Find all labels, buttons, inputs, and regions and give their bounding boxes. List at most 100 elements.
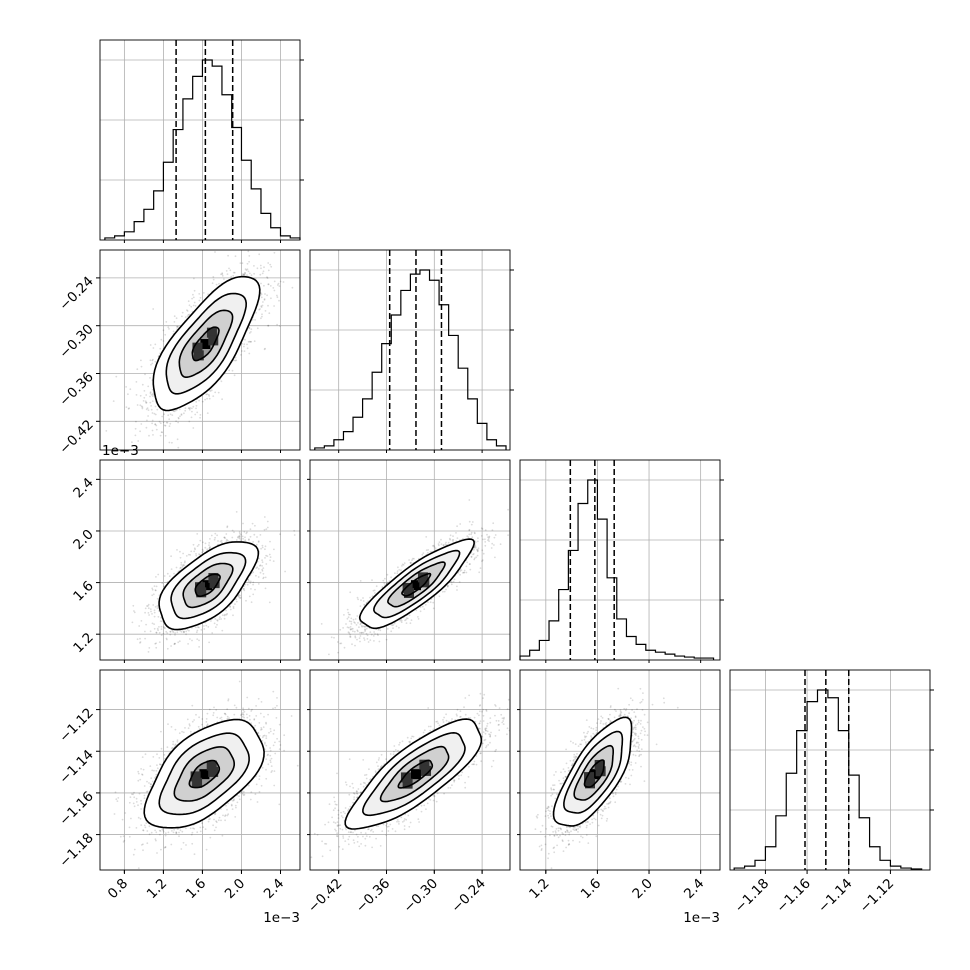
sample-point bbox=[261, 544, 264, 547]
sample-point bbox=[145, 401, 148, 404]
panel-frame bbox=[99, 249, 301, 451]
sample-point bbox=[195, 626, 197, 629]
sample-point bbox=[219, 540, 222, 543]
sample-point bbox=[198, 399, 201, 402]
density-core bbox=[193, 350, 204, 361]
sample-point bbox=[225, 270, 228, 272]
sample-point bbox=[171, 441, 173, 444]
sample-point bbox=[165, 637, 168, 640]
sample-point bbox=[198, 293, 201, 295]
sample-point bbox=[269, 556, 272, 558]
sample-point bbox=[163, 424, 166, 427]
sample-point bbox=[155, 585, 158, 588]
sample-point bbox=[262, 577, 264, 580]
sample-point bbox=[125, 406, 128, 408]
sample-point bbox=[139, 637, 141, 640]
sample-point bbox=[182, 630, 185, 633]
sample-point bbox=[174, 634, 176, 636]
sample-point bbox=[156, 605, 159, 607]
sample-point bbox=[153, 412, 156, 415]
sample-point bbox=[136, 368, 139, 371]
sample-point bbox=[151, 587, 154, 590]
sample-point bbox=[232, 271, 235, 274]
sample-point bbox=[188, 313, 191, 316]
sample-point bbox=[151, 422, 154, 425]
sample-point bbox=[198, 299, 201, 302]
sample-point bbox=[138, 625, 141, 627]
sample-point bbox=[239, 532, 241, 535]
sample-point bbox=[201, 551, 203, 554]
histogram-step bbox=[733, 689, 923, 870]
sample-point bbox=[159, 422, 162, 425]
sample-point bbox=[246, 583, 249, 586]
sample-point bbox=[250, 601, 253, 604]
sample-point bbox=[154, 360, 157, 363]
sample-point bbox=[262, 572, 265, 575]
sample-point bbox=[145, 426, 148, 429]
sample-point bbox=[140, 620, 143, 622]
sample-point bbox=[264, 293, 266, 295]
sample-point bbox=[149, 344, 152, 346]
sample-point bbox=[279, 533, 281, 536]
sample-point bbox=[247, 340, 250, 343]
sample-point bbox=[183, 412, 185, 415]
sample-point bbox=[159, 434, 162, 437]
sample-point bbox=[154, 423, 157, 426]
sample-point bbox=[197, 543, 200, 546]
sample-point bbox=[226, 273, 229, 275]
sample-point bbox=[105, 430, 108, 432]
sample-point bbox=[165, 321, 168, 323]
sample-point bbox=[239, 539, 242, 542]
sample-point bbox=[261, 313, 263, 316]
sample-point bbox=[258, 253, 261, 256]
sample-point bbox=[246, 268, 249, 271]
sample-point bbox=[163, 413, 166, 416]
sample-point bbox=[250, 331, 252, 333]
sample-point bbox=[151, 594, 154, 597]
sample-point bbox=[244, 338, 246, 341]
sample-point bbox=[264, 557, 266, 559]
sample-point bbox=[246, 274, 248, 276]
sample-point bbox=[170, 555, 173, 558]
sample-point bbox=[248, 340, 251, 343]
sample-point bbox=[206, 412, 209, 414]
sample-point bbox=[264, 548, 266, 551]
sample-point bbox=[148, 614, 151, 616]
sample-point bbox=[278, 299, 280, 302]
sample-point bbox=[172, 410, 175, 412]
sample-point bbox=[174, 632, 177, 634]
sample-point bbox=[179, 567, 182, 569]
sample-point bbox=[217, 540, 219, 542]
sample-point bbox=[168, 328, 170, 330]
sample-point bbox=[150, 408, 153, 411]
sample-point bbox=[243, 274, 246, 276]
sample-point bbox=[268, 601, 271, 604]
sample-point bbox=[217, 391, 220, 394]
sample-point bbox=[185, 633, 188, 636]
sample-point bbox=[152, 308, 155, 310]
sample-point bbox=[175, 566, 178, 569]
sample-point bbox=[152, 593, 155, 596]
sample-point bbox=[195, 631, 198, 634]
sample-point bbox=[226, 525, 229, 528]
sample-point bbox=[235, 600, 238, 603]
sample-point bbox=[238, 596, 241, 599]
sample-point bbox=[180, 564, 183, 566]
sample-point bbox=[195, 401, 198, 403]
sample-point bbox=[212, 395, 215, 397]
sample-point bbox=[147, 607, 150, 610]
sample-point bbox=[263, 266, 265, 269]
sample-point bbox=[168, 575, 171, 578]
sample-point bbox=[131, 441, 133, 444]
sample-point bbox=[239, 596, 242, 599]
sample-point bbox=[263, 348, 266, 351]
sample-point bbox=[243, 350, 246, 352]
sample-point bbox=[237, 595, 240, 597]
sample-point bbox=[139, 430, 142, 433]
sample-point bbox=[141, 406, 144, 409]
sample-point bbox=[248, 580, 250, 582]
sample-point bbox=[162, 340, 165, 342]
sample-point bbox=[188, 408, 191, 411]
sample-point bbox=[265, 563, 268, 565]
sample-point bbox=[221, 275, 224, 277]
